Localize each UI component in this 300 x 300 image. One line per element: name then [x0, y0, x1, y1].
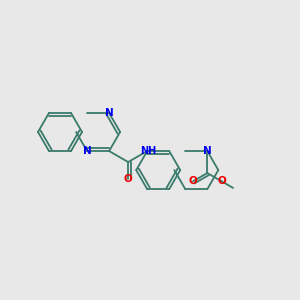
- Text: N: N: [83, 146, 92, 156]
- Text: N: N: [203, 146, 212, 156]
- Text: O: O: [217, 176, 226, 186]
- Text: NH: NH: [140, 146, 156, 156]
- Text: O: O: [189, 176, 197, 186]
- Text: N: N: [105, 108, 113, 118]
- Text: O: O: [124, 174, 133, 184]
